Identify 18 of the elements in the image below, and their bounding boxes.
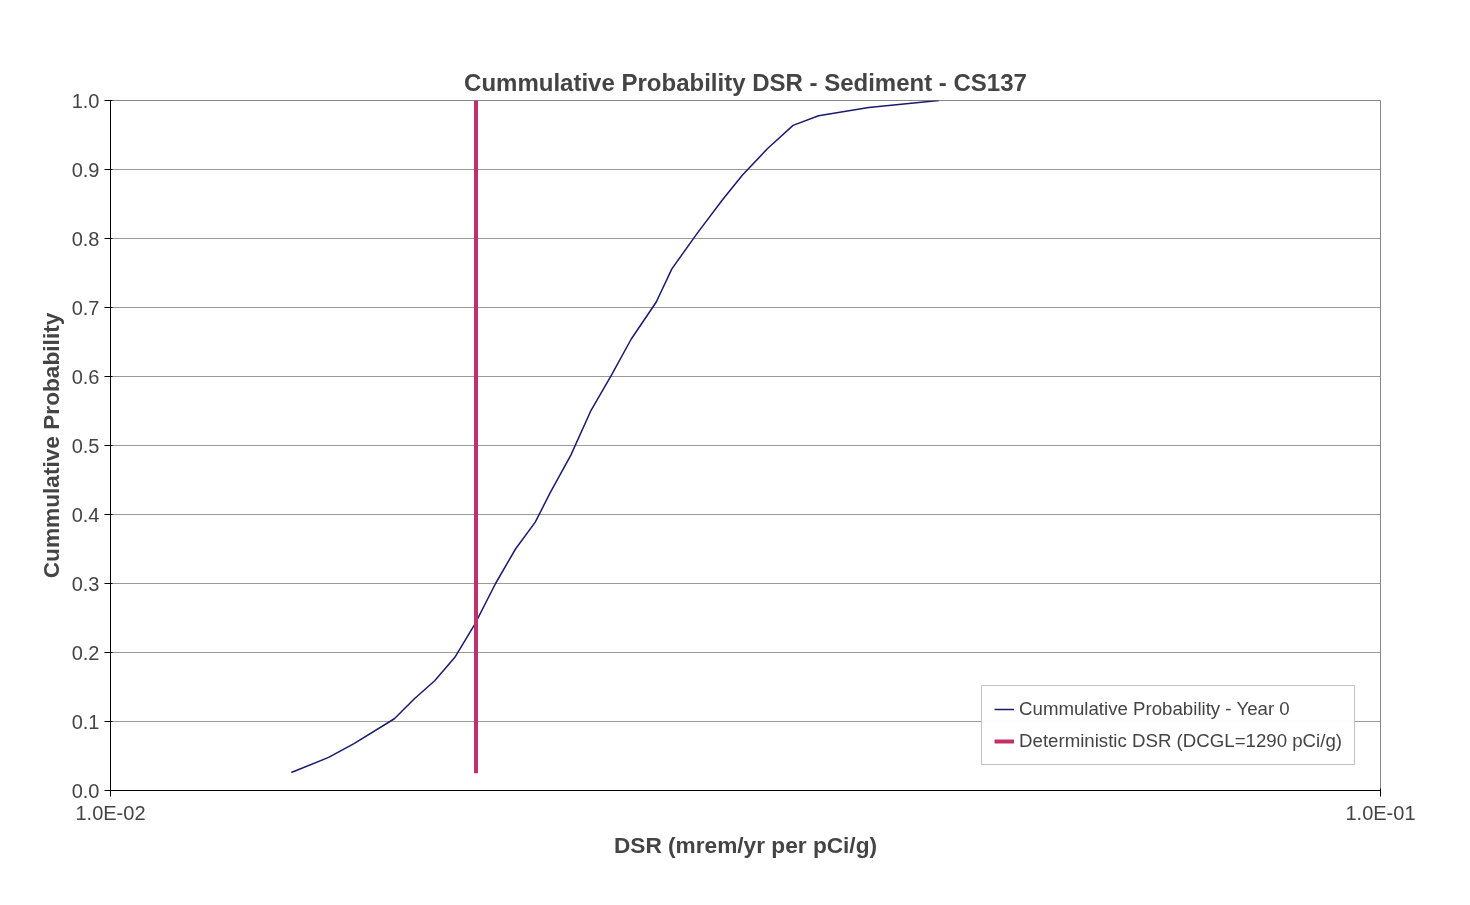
y-axis-title: Cummulative Probability xyxy=(37,312,64,579)
y-tick-label: 0.6 xyxy=(71,365,100,388)
y-tick-label: 0.9 xyxy=(71,158,100,181)
y-tick-label: 0.1 xyxy=(71,710,100,733)
y-tick-label: 0.3 xyxy=(71,572,100,595)
chart-title: Cummulative Probability DSR - Sediment - CS137 xyxy=(464,68,1027,96)
x-tick-label: 1.0E-02 xyxy=(75,801,146,824)
x-axis-title: DSR (mrem/yr per pCi/g) xyxy=(613,831,878,858)
y-tick-label: 0.8 xyxy=(71,227,100,250)
y-tick-label: 0.2 xyxy=(71,641,100,664)
legend-label: Deterministic DSR (DCGL=1290 pCi/g) xyxy=(1019,730,1342,752)
y-tick-label: 0.7 xyxy=(71,296,100,319)
y-tick-label: 1.0 xyxy=(71,89,100,112)
y-tick-label: 0.4 xyxy=(71,503,100,526)
legend-label: Cummulative Probability - Year 0 xyxy=(1019,698,1290,720)
x-tick-label: 1.0E-01 xyxy=(1345,801,1416,824)
y-tick-label: 0.5 xyxy=(71,434,100,457)
y-tick-label: 0.0 xyxy=(71,779,100,802)
